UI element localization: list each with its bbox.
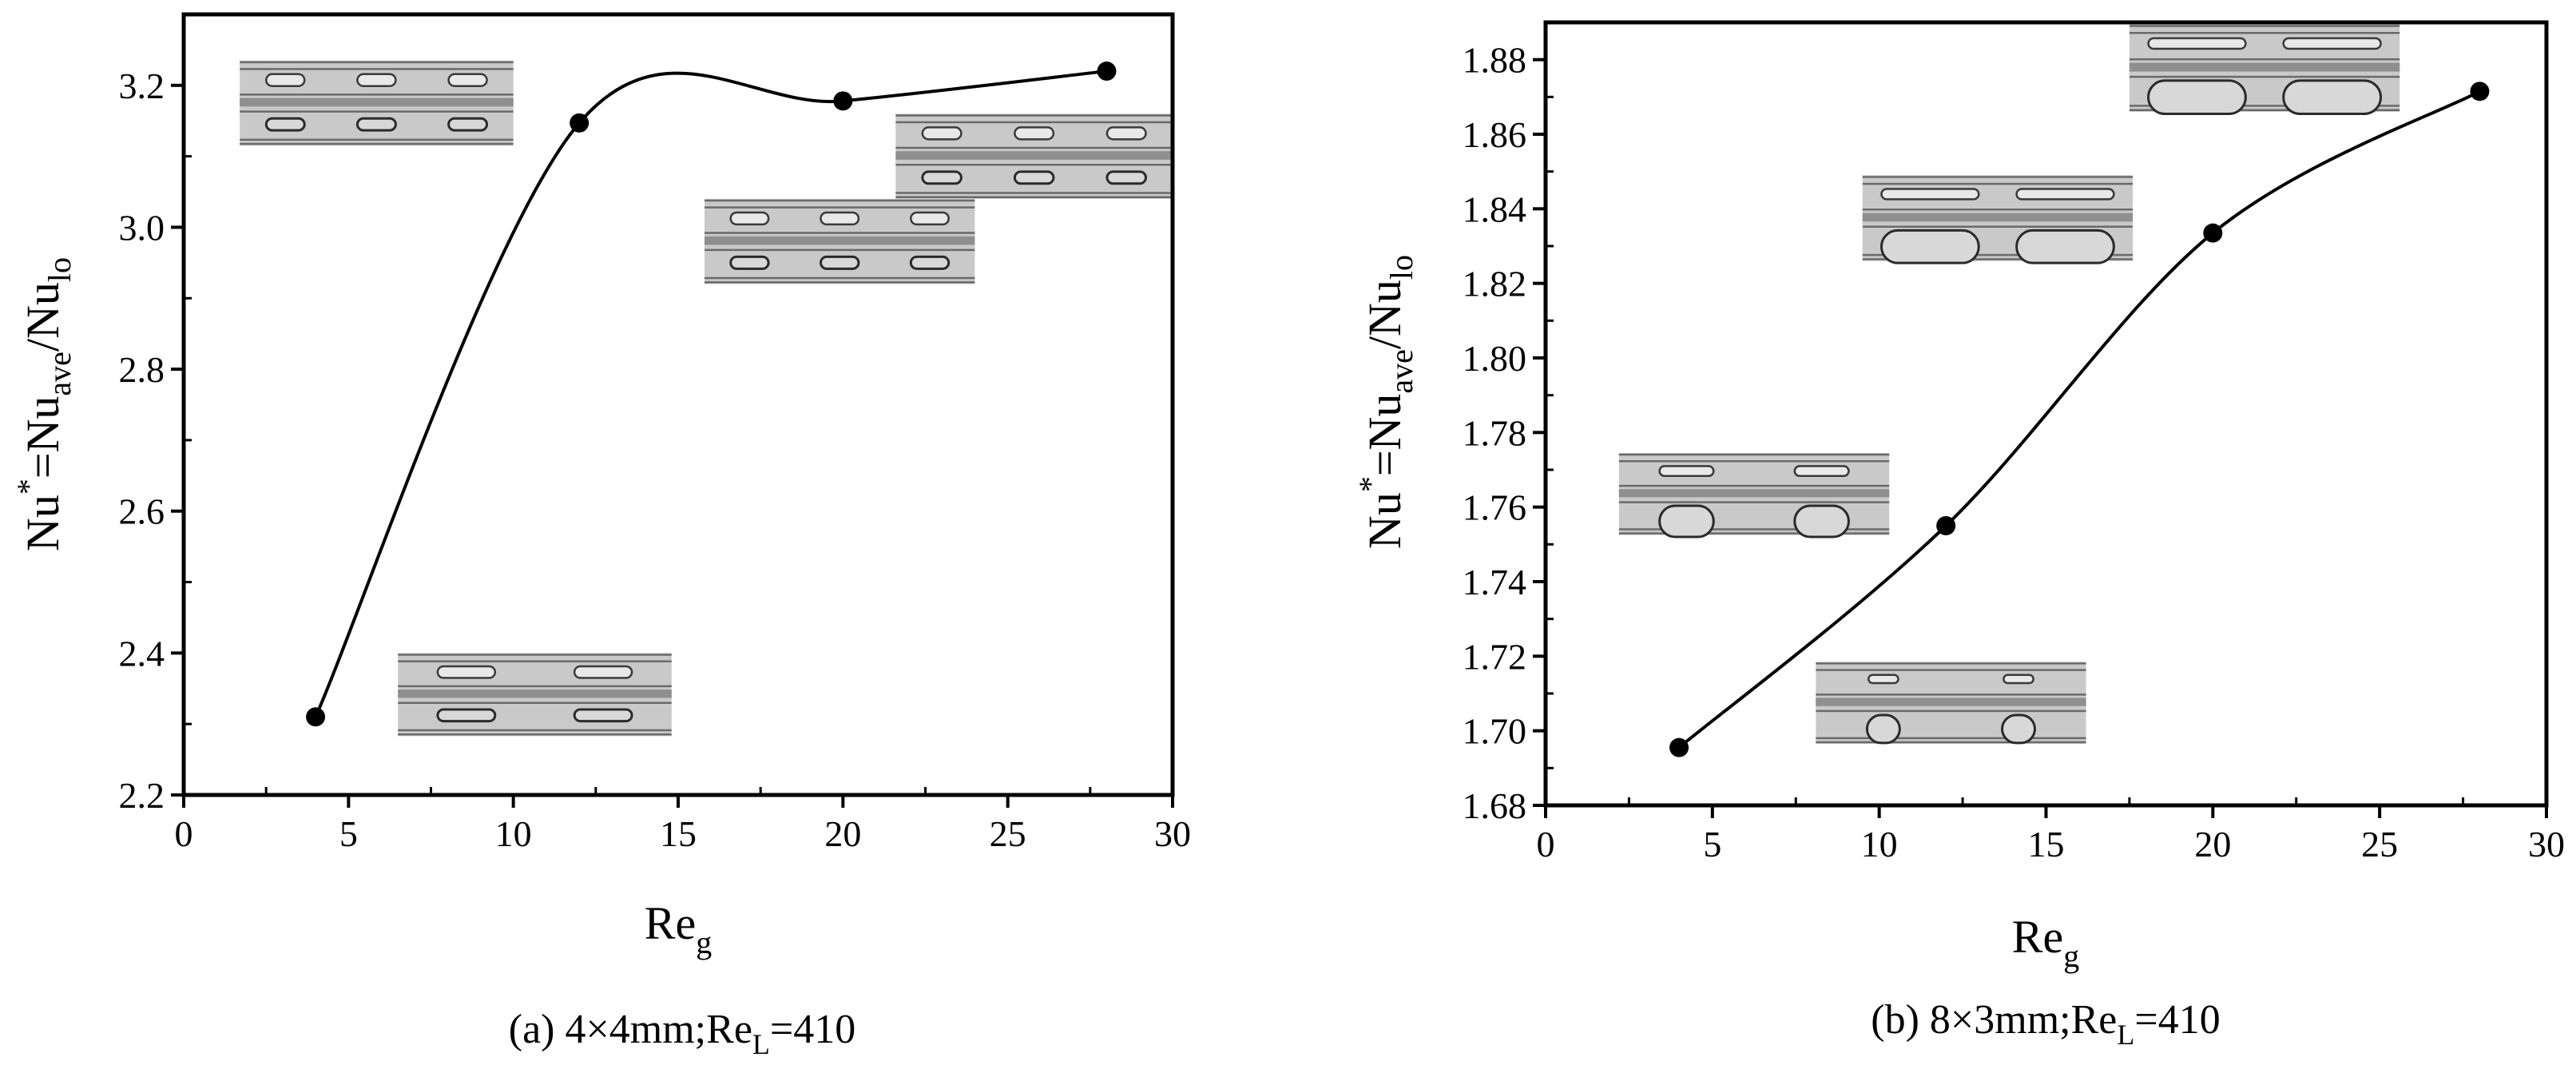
y-tick-label: 3.2 bbox=[119, 66, 165, 106]
trend-curve-b bbox=[1677, 89, 2481, 749]
y-axis-title-a: Nu*=Nuave/Nulo bbox=[10, 257, 77, 551]
data-point bbox=[833, 91, 853, 111]
y-tick-label: 1.82 bbox=[1463, 264, 1527, 304]
y-tick-label: 2.2 bbox=[119, 775, 165, 816]
y-tick-label: 2.8 bbox=[119, 349, 165, 390]
x-tick-label: 10 bbox=[495, 813, 532, 854]
markers-a bbox=[306, 62, 1117, 727]
y-tick-label: 1.86 bbox=[1463, 114, 1527, 155]
y-tick-label: 1.80 bbox=[1463, 338, 1527, 379]
y-tick-label: 1.88 bbox=[1463, 40, 1527, 81]
x-tick-label: 30 bbox=[1154, 813, 1191, 854]
x-tick-label: 25 bbox=[2361, 824, 2398, 864]
x-tick-label: 25 bbox=[990, 813, 1026, 854]
caption-a: (a) 4×4mm;ReL=410 bbox=[509, 1007, 855, 1060]
y-tick-label: 2.4 bbox=[119, 633, 165, 674]
x-tick-label: 10 bbox=[1861, 824, 1898, 864]
caption-b: (b) 8×3mm;ReL=410 bbox=[1871, 997, 2220, 1051]
y-tick-label: 1.72 bbox=[1463, 636, 1527, 677]
x-tick-label: 15 bbox=[2028, 824, 2065, 864]
x-tick-label: 20 bbox=[2194, 824, 2231, 864]
x-tick-label: 20 bbox=[824, 813, 861, 854]
y-ticks-a: 2.2 2.4 2.6 2.8 3.0 3.2 bbox=[119, 66, 192, 816]
x-axis-title-a: Reg bbox=[645, 897, 712, 960]
insets-a bbox=[240, 60, 1173, 737]
flow-pattern-photo bbox=[1816, 662, 2086, 745]
data-point bbox=[570, 113, 589, 133]
x-tick-label: 5 bbox=[1703, 824, 1721, 864]
insets-b bbox=[1618, 24, 2400, 745]
flow-pattern-photo bbox=[705, 198, 975, 284]
chart-panel-a: 0 5 10 15 20 25 30 2.2 2.4 2.6 2.8 3.0 3.2 Reg Nu*=… bbox=[10, 12, 1191, 1060]
data-point bbox=[1936, 516, 1956, 535]
flow-pattern-photo bbox=[895, 113, 1173, 199]
x-tick-label: 15 bbox=[660, 813, 697, 854]
data-point bbox=[2203, 223, 2223, 243]
trend-curve-a bbox=[314, 70, 1107, 718]
flow-pattern-photo bbox=[2129, 24, 2400, 116]
markers-b bbox=[1669, 81, 2490, 757]
chart-panel-b: 0 5 10 15 20 25 30 1.68 1.70 1.72 1.74 1.76 1.78 1.8… bbox=[1352, 20, 2565, 1051]
y-axis-title-b: Nu*=Nuave/Nulo bbox=[1352, 255, 1419, 549]
y-tick-label: 1.70 bbox=[1463, 711, 1527, 752]
y-tick-label: 1.68 bbox=[1463, 785, 1527, 826]
x-axis-title-b: Reg bbox=[2012, 911, 2079, 974]
x-tick-label: 5 bbox=[339, 813, 358, 854]
flow-pattern-photo bbox=[240, 60, 514, 146]
flow-pattern-photo bbox=[1618, 453, 1890, 538]
y-tick-label: 1.84 bbox=[1463, 189, 1527, 229]
y-tick-label: 1.74 bbox=[1463, 562, 1527, 602]
x-tick-label: 30 bbox=[2528, 824, 2565, 864]
x-ticks-b: 0 5 10 15 20 25 30 bbox=[1537, 797, 2565, 864]
flow-pattern-photo bbox=[398, 653, 672, 737]
data-point bbox=[1097, 62, 1117, 81]
x-tick-label: 0 bbox=[175, 813, 193, 854]
data-point bbox=[1669, 737, 1689, 757]
y-tick-label: 1.78 bbox=[1463, 412, 1527, 453]
flow-pattern-photo bbox=[1862, 175, 2133, 264]
y-ticks-b: 1.68 1.70 1.72 1.74 1.76 1.78 1.80 1.82 1.84 1.86… bbox=[1463, 40, 1554, 826]
y-tick-label: 2.6 bbox=[119, 491, 165, 532]
data-point bbox=[306, 707, 326, 727]
x-ticks-a: 0 5 10 15 20 25 30 bbox=[175, 787, 1191, 854]
y-tick-label: 3.0 bbox=[119, 207, 165, 248]
x-tick-label: 0 bbox=[1537, 824, 1555, 864]
y-tick-label: 1.76 bbox=[1463, 487, 1527, 528]
data-point bbox=[2470, 81, 2490, 101]
